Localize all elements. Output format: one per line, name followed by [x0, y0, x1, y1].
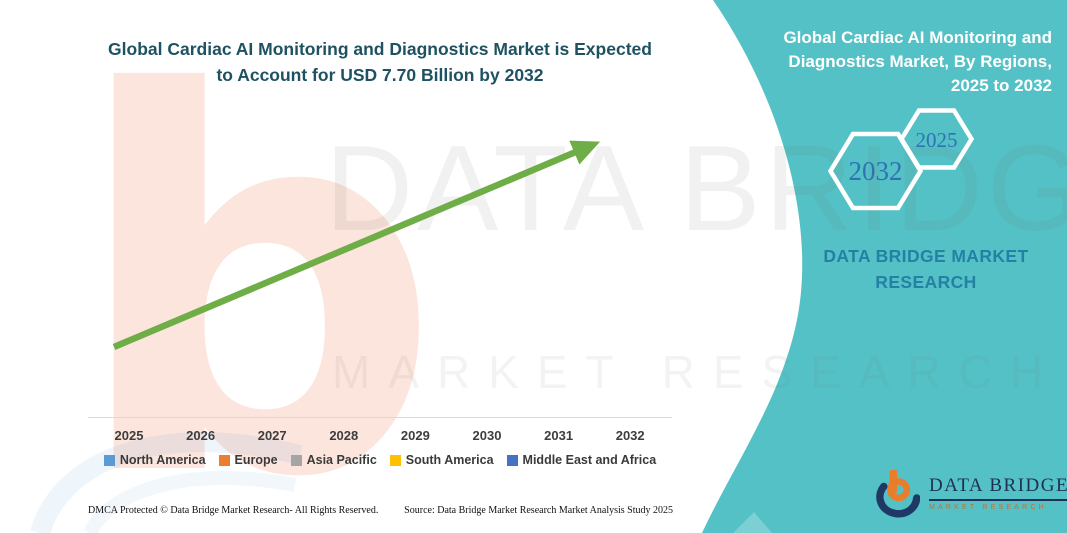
- hexagon-2032-label: 2032: [849, 156, 903, 186]
- x-axis-label-2030: 2030: [472, 428, 502, 443]
- logo-b-bowl: [887, 478, 911, 502]
- side-heading-line3: 2025 to 2032: [950, 76, 1052, 96]
- logo-name: DATA BRIDGE: [929, 475, 1067, 497]
- legend-item-asia-pacific: Asia Pacific: [290, 453, 377, 467]
- footer-source-text: Source: Data Bridge Market Research Mark…: [404, 505, 673, 516]
- x-axis-label-2025: 2025: [114, 428, 144, 443]
- legend-item-north-america: North America: [103, 453, 206, 467]
- brand-wordmark: DATA BRIDGE MARKET RESEARCH: [790, 243, 1062, 296]
- x-axis-label-2032: 2032: [615, 428, 645, 443]
- legend-swatch: [389, 454, 401, 466]
- legend-label: Asia Pacific: [306, 453, 377, 467]
- legend-item-south-america: South America: [389, 453, 494, 467]
- chart-title-line1: Global Cardiac AI Monitoring and Diagnos…: [108, 39, 652, 59]
- legend-label: South America: [405, 453, 494, 467]
- legend-swatch: [218, 454, 230, 466]
- x-axis-label-2026: 2026: [186, 428, 216, 443]
- hexagon-2025-label: 2025: [916, 128, 958, 152]
- side-panel-heading: Global Cardiac AI Monitoring and Diagnos…: [720, 26, 1052, 98]
- logo-swoosh: [876, 482, 920, 518]
- chart-title-line2: to Account for USD 7.70 Billion by 2032: [216, 65, 544, 86]
- brand-wordmark-line2: RESEARCH: [875, 272, 977, 293]
- logo-rule: [929, 499, 1067, 501]
- hexagon-2032: [827, 131, 924, 211]
- legend-label: Europe: [234, 453, 278, 467]
- x-axis-label-2028: 2028: [329, 428, 359, 443]
- legend-label: North America: [119, 453, 206, 467]
- x-axis-line: [88, 417, 672, 418]
- legend-swatch: [506, 454, 518, 466]
- legend-item-middle-east-and-africa: Middle East and Africa: [506, 453, 657, 467]
- footer: DMCA Protected © Data Bridge Market Rese…: [88, 505, 673, 516]
- dbmr-logo: DATA BRIDGE MARKET RESEARCH: [874, 467, 1067, 519]
- teal-accent-triangle: [733, 512, 772, 533]
- side-heading-line2: Diagnostics Market, By Regions,: [788, 52, 1052, 72]
- legend-label: Middle East and Africa: [522, 453, 657, 467]
- dbmr-logo-icon: [876, 470, 920, 518]
- chart-title: Global Cardiac AI Monitoring and Diagnos…: [60, 36, 700, 89]
- legend-swatch: [290, 454, 302, 466]
- teal-panel-shape: [702, 0, 1067, 533]
- legend-item-europe: Europe: [218, 453, 278, 467]
- footer-dmca-text: DMCA Protected © Data Bridge Market Rese…: [88, 505, 379, 516]
- dbmr-logo-text: DATA BRIDGE MARKET RESEARCH: [929, 475, 1067, 511]
- brand-wordmark-line1: DATA BRIDGE MARKET: [823, 246, 1029, 266]
- legend-swatch: [103, 454, 115, 466]
- logo-subtitle: MARKET RESEARCH: [929, 503, 1047, 511]
- x-axis-label-2029: 2029: [400, 428, 430, 443]
- x-axis-label-2027: 2027: [257, 428, 287, 443]
- legend: North America Europe Asia Pacific South Ame…: [88, 453, 672, 467]
- year-hexagons: 2032 2025: [827, 108, 975, 211]
- side-heading-line1: Global Cardiac AI Monitoring and: [783, 28, 1052, 47]
- x-axis-label-2031: 2031: [544, 428, 574, 443]
- hexagon-2025: [898, 108, 975, 170]
